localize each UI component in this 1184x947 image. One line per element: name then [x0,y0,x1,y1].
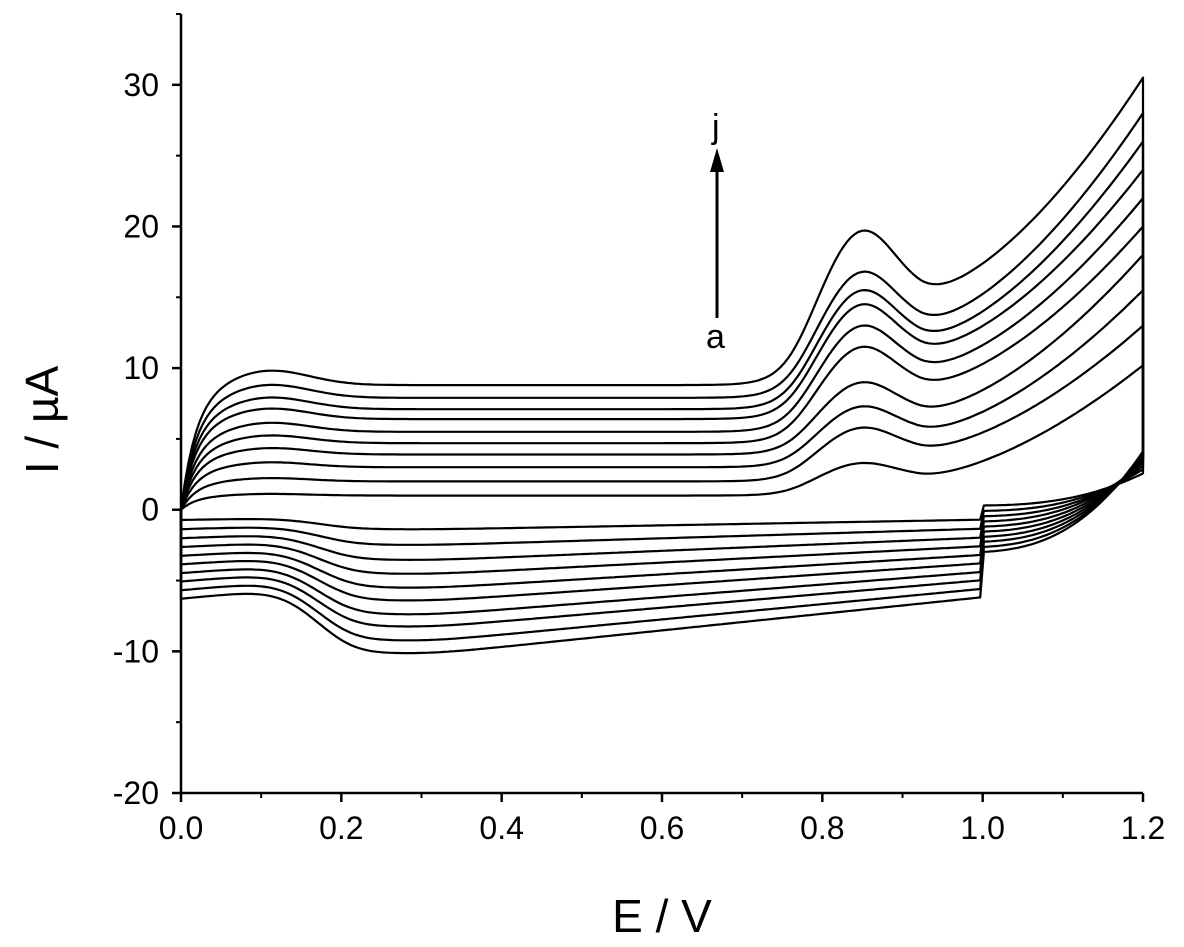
x-tick-label: 0.2 [319,810,363,846]
x-tick-label: 0.4 [479,810,523,846]
x-tick-label: 0.0 [159,810,203,846]
voltammogram-curves [179,76,1145,655]
annotations: a j [706,108,725,356]
x-tick-label: 0.8 [800,810,844,846]
y-tick-label: 30 [123,67,159,103]
cv-curve-10 [179,76,1145,655]
y-tick-label: 20 [123,208,159,244]
x-tick-label: 1.2 [1121,810,1165,846]
cv-curve-1 [179,364,1145,531]
cv-curve-4 [179,253,1145,575]
cv-curve-6 [179,197,1145,602]
annotation-end-label: j [711,108,720,146]
cv-curve-5 [179,225,1145,589]
y-tick-label: -10 [113,633,159,669]
scan-direction-arrow-head [710,148,724,172]
annotation-start-label: a [706,318,725,356]
cv-curve-3 [179,289,1145,561]
axes: 0.0 0.2 0.4 0.6 0.8 1.0 1.2 -20 -10 0 10 20 30 [113,13,1165,846]
y-tick-label: 10 [123,350,159,386]
x-tick-label: 0.6 [640,810,684,846]
y-axis-title: I / µA [16,366,68,475]
cv-curve-2 [179,324,1145,546]
cv-curve-9 [179,112,1145,642]
x-tick-label: 1.0 [960,810,1004,846]
y-tick-label: 0 [141,492,159,528]
x-axis-title: E / V [612,890,712,942]
y-tick-label: -20 [113,775,159,811]
